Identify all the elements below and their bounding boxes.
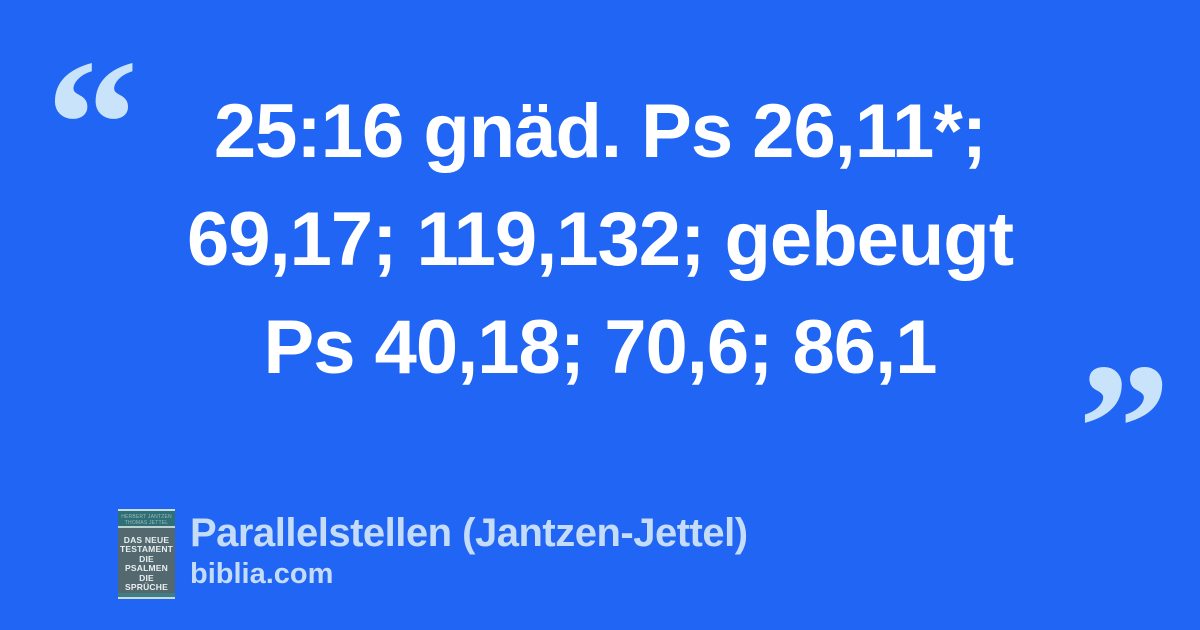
cover-bottom-stripe	[118, 592, 175, 597]
cover-title-area: DAS NEUE TESTAMENT DIE PSALMEN DIE SPRÜC…	[118, 527, 175, 593]
site-name: biblia.com	[190, 558, 334, 590]
cover-title-line: DIE PSALMEN	[125, 553, 168, 574]
cover-author-line: HERBERT JANTZEN	[121, 514, 172, 521]
cover-divider	[118, 526, 175, 528]
attribution-footer: HERBERT JANTZEN THOMAS JETTEL DAS NEUE T…	[118, 509, 748, 599]
quote-text: 25:16 gnäd. Ps 26,11*; 69,17; 119,132; g…	[0, 78, 1200, 402]
cover-title-line: DIE SPRÜCHE	[125, 572, 168, 593]
cover-title-line: TESTAMENT	[119, 544, 174, 555]
quote-line-3: Ps 40,18; 70,6; 86,1	[263, 305, 938, 390]
cover-bottom-edge	[118, 596, 175, 599]
book-cover-thumbnail: HERBERT JANTZEN THOMAS JETTEL DAS NEUE T…	[118, 509, 175, 599]
cover-author-line: THOMAS JETTEL	[124, 520, 169, 527]
cover-author-band: HERBERT JANTZEN THOMAS JETTEL	[118, 511, 175, 527]
cover-top-edge	[118, 509, 175, 512]
source-info: Parallelstellen (Jantzen-Jettel) biblia.…	[190, 509, 748, 590]
cover-title-line: DAS NEUE	[123, 534, 170, 545]
quote-line-1: 25:16 gnäd. Ps 26,11*;	[213, 89, 987, 174]
open-quote-icon: “	[46, 22, 138, 227]
close-quote-icon: ”	[1078, 326, 1170, 531]
source-title: Parallelstellen (Jantzen-Jettel)	[190, 511, 748, 555]
quote-line-2: 69,17; 119,132; gebeugt	[186, 197, 1014, 282]
